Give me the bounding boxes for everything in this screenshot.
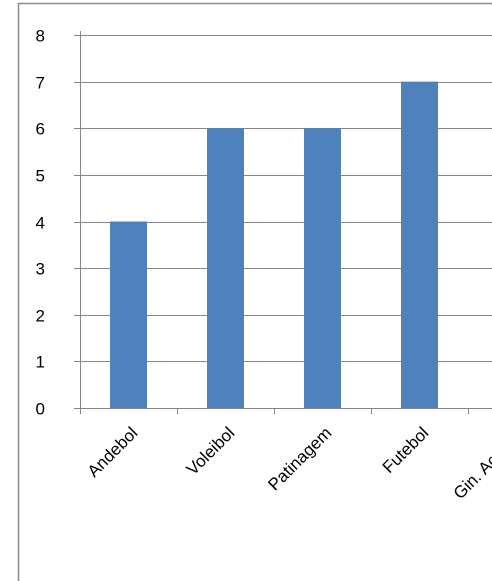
y-tick-label: 8 bbox=[36, 27, 45, 46]
x-category-label: Futebol bbox=[379, 423, 433, 477]
y-tick-label: 7 bbox=[36, 74, 45, 93]
y-tick-label: 0 bbox=[36, 400, 45, 419]
y-tick-label: 2 bbox=[36, 307, 45, 326]
y-tick-label: 5 bbox=[36, 167, 45, 186]
y-tick-label: 4 bbox=[36, 214, 45, 233]
x-tick-labels: Andebol Voleibol Patinagem Futebol Gin. Acro… bbox=[84, 423, 492, 503]
x-category-label: Patinagem bbox=[264, 423, 335, 494]
y-tick-label: 3 bbox=[36, 260, 45, 279]
bars bbox=[110, 81, 438, 408]
bar bbox=[207, 128, 244, 408]
bar bbox=[401, 81, 438, 408]
bar bbox=[304, 128, 341, 408]
y-tick-labels: 0 1 2 3 4 5 6 7 8 bbox=[36, 27, 45, 419]
x-category-label: Voleibol bbox=[183, 423, 239, 479]
chart-frame bbox=[17, 2, 492, 581]
axes bbox=[74, 31, 492, 414]
gridlines bbox=[80, 35, 492, 362]
x-category-label: Andebol bbox=[84, 423, 142, 481]
y-tick-label: 1 bbox=[36, 353, 45, 372]
x-category-label: Gin. Acrobát bbox=[450, 423, 492, 503]
bar bbox=[110, 221, 147, 408]
y-tick-label: 6 bbox=[36, 120, 45, 139]
